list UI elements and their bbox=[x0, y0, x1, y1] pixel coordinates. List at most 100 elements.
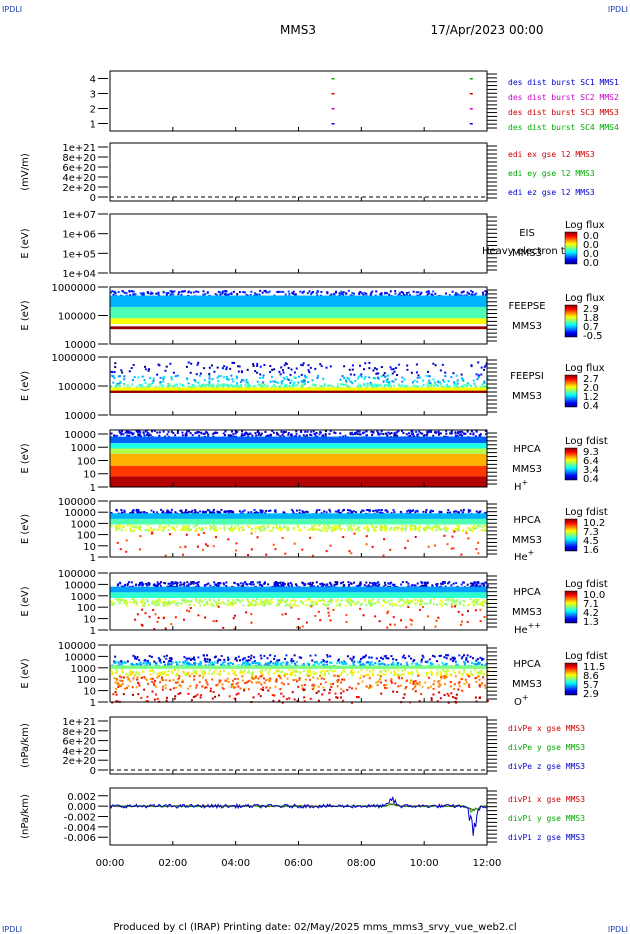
spectrogram-pixel bbox=[295, 430, 298, 433]
spectrogram-pixel bbox=[439, 432, 442, 435]
spectrogram-pixel bbox=[183, 598, 186, 601]
spectrogram-pixel bbox=[170, 527, 173, 530]
spectrogram-pixel bbox=[309, 600, 312, 603]
spectrogram-pixel bbox=[382, 585, 385, 588]
spectrogram-pixel bbox=[213, 511, 216, 514]
spectrogram-pixel bbox=[202, 290, 205, 293]
spectrogram-pixel bbox=[482, 676, 485, 679]
spectrogram-pixel bbox=[372, 431, 375, 434]
spectrogram-pixel bbox=[385, 601, 388, 604]
spectrogram-pixel bbox=[312, 527, 315, 530]
spectrogram-pixel bbox=[241, 529, 244, 532]
spectrogram-pixel bbox=[479, 608, 482, 611]
spectrogram-pixel bbox=[445, 663, 448, 666]
spectrogram-pixel bbox=[417, 600, 420, 603]
spacecraft-label: MMS3 bbox=[512, 321, 542, 332]
spectrogram-pixel bbox=[191, 664, 194, 667]
spectrogram-pixel bbox=[483, 368, 486, 371]
spectrogram-pixel bbox=[222, 661, 225, 664]
spectrogram-pixel bbox=[209, 584, 212, 587]
spectrogram-pixel bbox=[292, 528, 295, 531]
spectrogram-pixel bbox=[275, 604, 278, 607]
spectrogram-pixel bbox=[475, 598, 478, 601]
spectrogram-pixel bbox=[345, 613, 348, 616]
spectrogram-pixel bbox=[260, 669, 263, 672]
spectrogram-pixel bbox=[250, 672, 253, 675]
spectrogram-pixel bbox=[407, 291, 410, 294]
spectrogram-pixel bbox=[250, 532, 253, 535]
spectrogram-pixel bbox=[167, 602, 170, 605]
spectrogram-pixel bbox=[403, 385, 406, 388]
spectrogram-pixel bbox=[264, 512, 267, 515]
spectrogram-pixel bbox=[395, 374, 398, 377]
spectrogram-pixel bbox=[296, 524, 299, 527]
spectrogram-pixel bbox=[481, 602, 484, 605]
spectrogram-pixel bbox=[164, 369, 167, 372]
instrument-label: HPCA bbox=[513, 587, 541, 598]
spectrogram-pixel bbox=[282, 585, 285, 588]
spectrogram-pixel bbox=[110, 385, 113, 388]
colorbar bbox=[564, 374, 578, 408]
spectrogram-pixel bbox=[230, 374, 233, 377]
spectrogram-pixel bbox=[354, 511, 357, 514]
colorbar-title: Log fdist bbox=[565, 507, 608, 518]
spectrogram-pixel bbox=[482, 585, 485, 588]
spectrogram-pixel bbox=[216, 376, 219, 379]
spectrogram-pixel bbox=[446, 692, 449, 695]
spectrogram-pixel bbox=[183, 672, 186, 675]
spectrogram-pixel bbox=[216, 673, 219, 676]
spectrogram-pixel bbox=[340, 292, 343, 295]
spectrogram-pixel bbox=[208, 669, 211, 672]
spectrogram-pixel bbox=[371, 434, 374, 437]
spectrogram-pixel bbox=[411, 430, 414, 433]
spectrogram-pixel bbox=[252, 677, 255, 680]
spectrogram-pixel bbox=[433, 385, 436, 388]
spectrogram-pixel bbox=[359, 604, 362, 607]
spectrogram-pixel bbox=[326, 655, 329, 658]
spectrogram-pixel bbox=[328, 384, 331, 387]
spectrogram-pixel bbox=[448, 293, 451, 296]
spectrogram-pixel bbox=[317, 374, 320, 377]
spectrogram-pixel bbox=[236, 377, 239, 380]
spectrogram-pixel bbox=[312, 430, 315, 433]
spectrogram-pixel bbox=[341, 661, 344, 664]
spectrogram-pixel bbox=[383, 669, 386, 672]
spectrogram-pixel bbox=[282, 695, 285, 698]
spectrogram-pixel bbox=[204, 293, 207, 296]
spectrogram-pixel bbox=[267, 434, 270, 437]
spectrogram-pixel bbox=[168, 679, 171, 682]
spectrogram-pixel bbox=[188, 525, 191, 528]
spectrogram-pixel bbox=[164, 602, 167, 605]
spectrogram-pixel bbox=[146, 528, 149, 531]
spectrogram-pixel bbox=[129, 512, 132, 515]
colorbar-value: 6.4 bbox=[583, 456, 599, 467]
spectrogram-pixel bbox=[237, 370, 240, 373]
spectrogram-pixel bbox=[275, 583, 278, 586]
spectrogram-pixel bbox=[390, 512, 393, 515]
spectrogram-pixel bbox=[281, 537, 284, 540]
spectrogram-pixel bbox=[385, 687, 388, 690]
spectrogram-pixel bbox=[327, 607, 330, 610]
spectrogram-pixel bbox=[472, 432, 475, 435]
spectrogram-pixel bbox=[282, 511, 285, 514]
spectrogram-pixel bbox=[434, 431, 437, 434]
spectrogram-pixel bbox=[205, 660, 208, 663]
spectrogram-pixel bbox=[384, 670, 387, 673]
spectrogram-pixel bbox=[380, 663, 383, 666]
spectrogram-pixel bbox=[156, 581, 159, 584]
spectrogram-pixel bbox=[466, 382, 469, 385]
panel-hpca_o-plot-area bbox=[110, 654, 489, 704]
spectrogram-pixel bbox=[259, 365, 262, 368]
spectrogram-pixel bbox=[187, 382, 190, 385]
spectrogram-pixel bbox=[438, 680, 441, 683]
spectrogram-pixel bbox=[386, 612, 389, 615]
y-tick-label: 10000 bbox=[64, 411, 96, 422]
spectrogram-pixel bbox=[409, 511, 412, 514]
spectrogram-pixel bbox=[410, 529, 413, 532]
spectrogram-pixel bbox=[320, 585, 323, 588]
spectrogram-pixel bbox=[410, 679, 413, 682]
spectrogram-pixel bbox=[235, 386, 238, 389]
spectrogram-pixel bbox=[347, 583, 350, 586]
spectrogram-pixel bbox=[170, 657, 173, 660]
spectrogram-pixel bbox=[256, 362, 259, 365]
